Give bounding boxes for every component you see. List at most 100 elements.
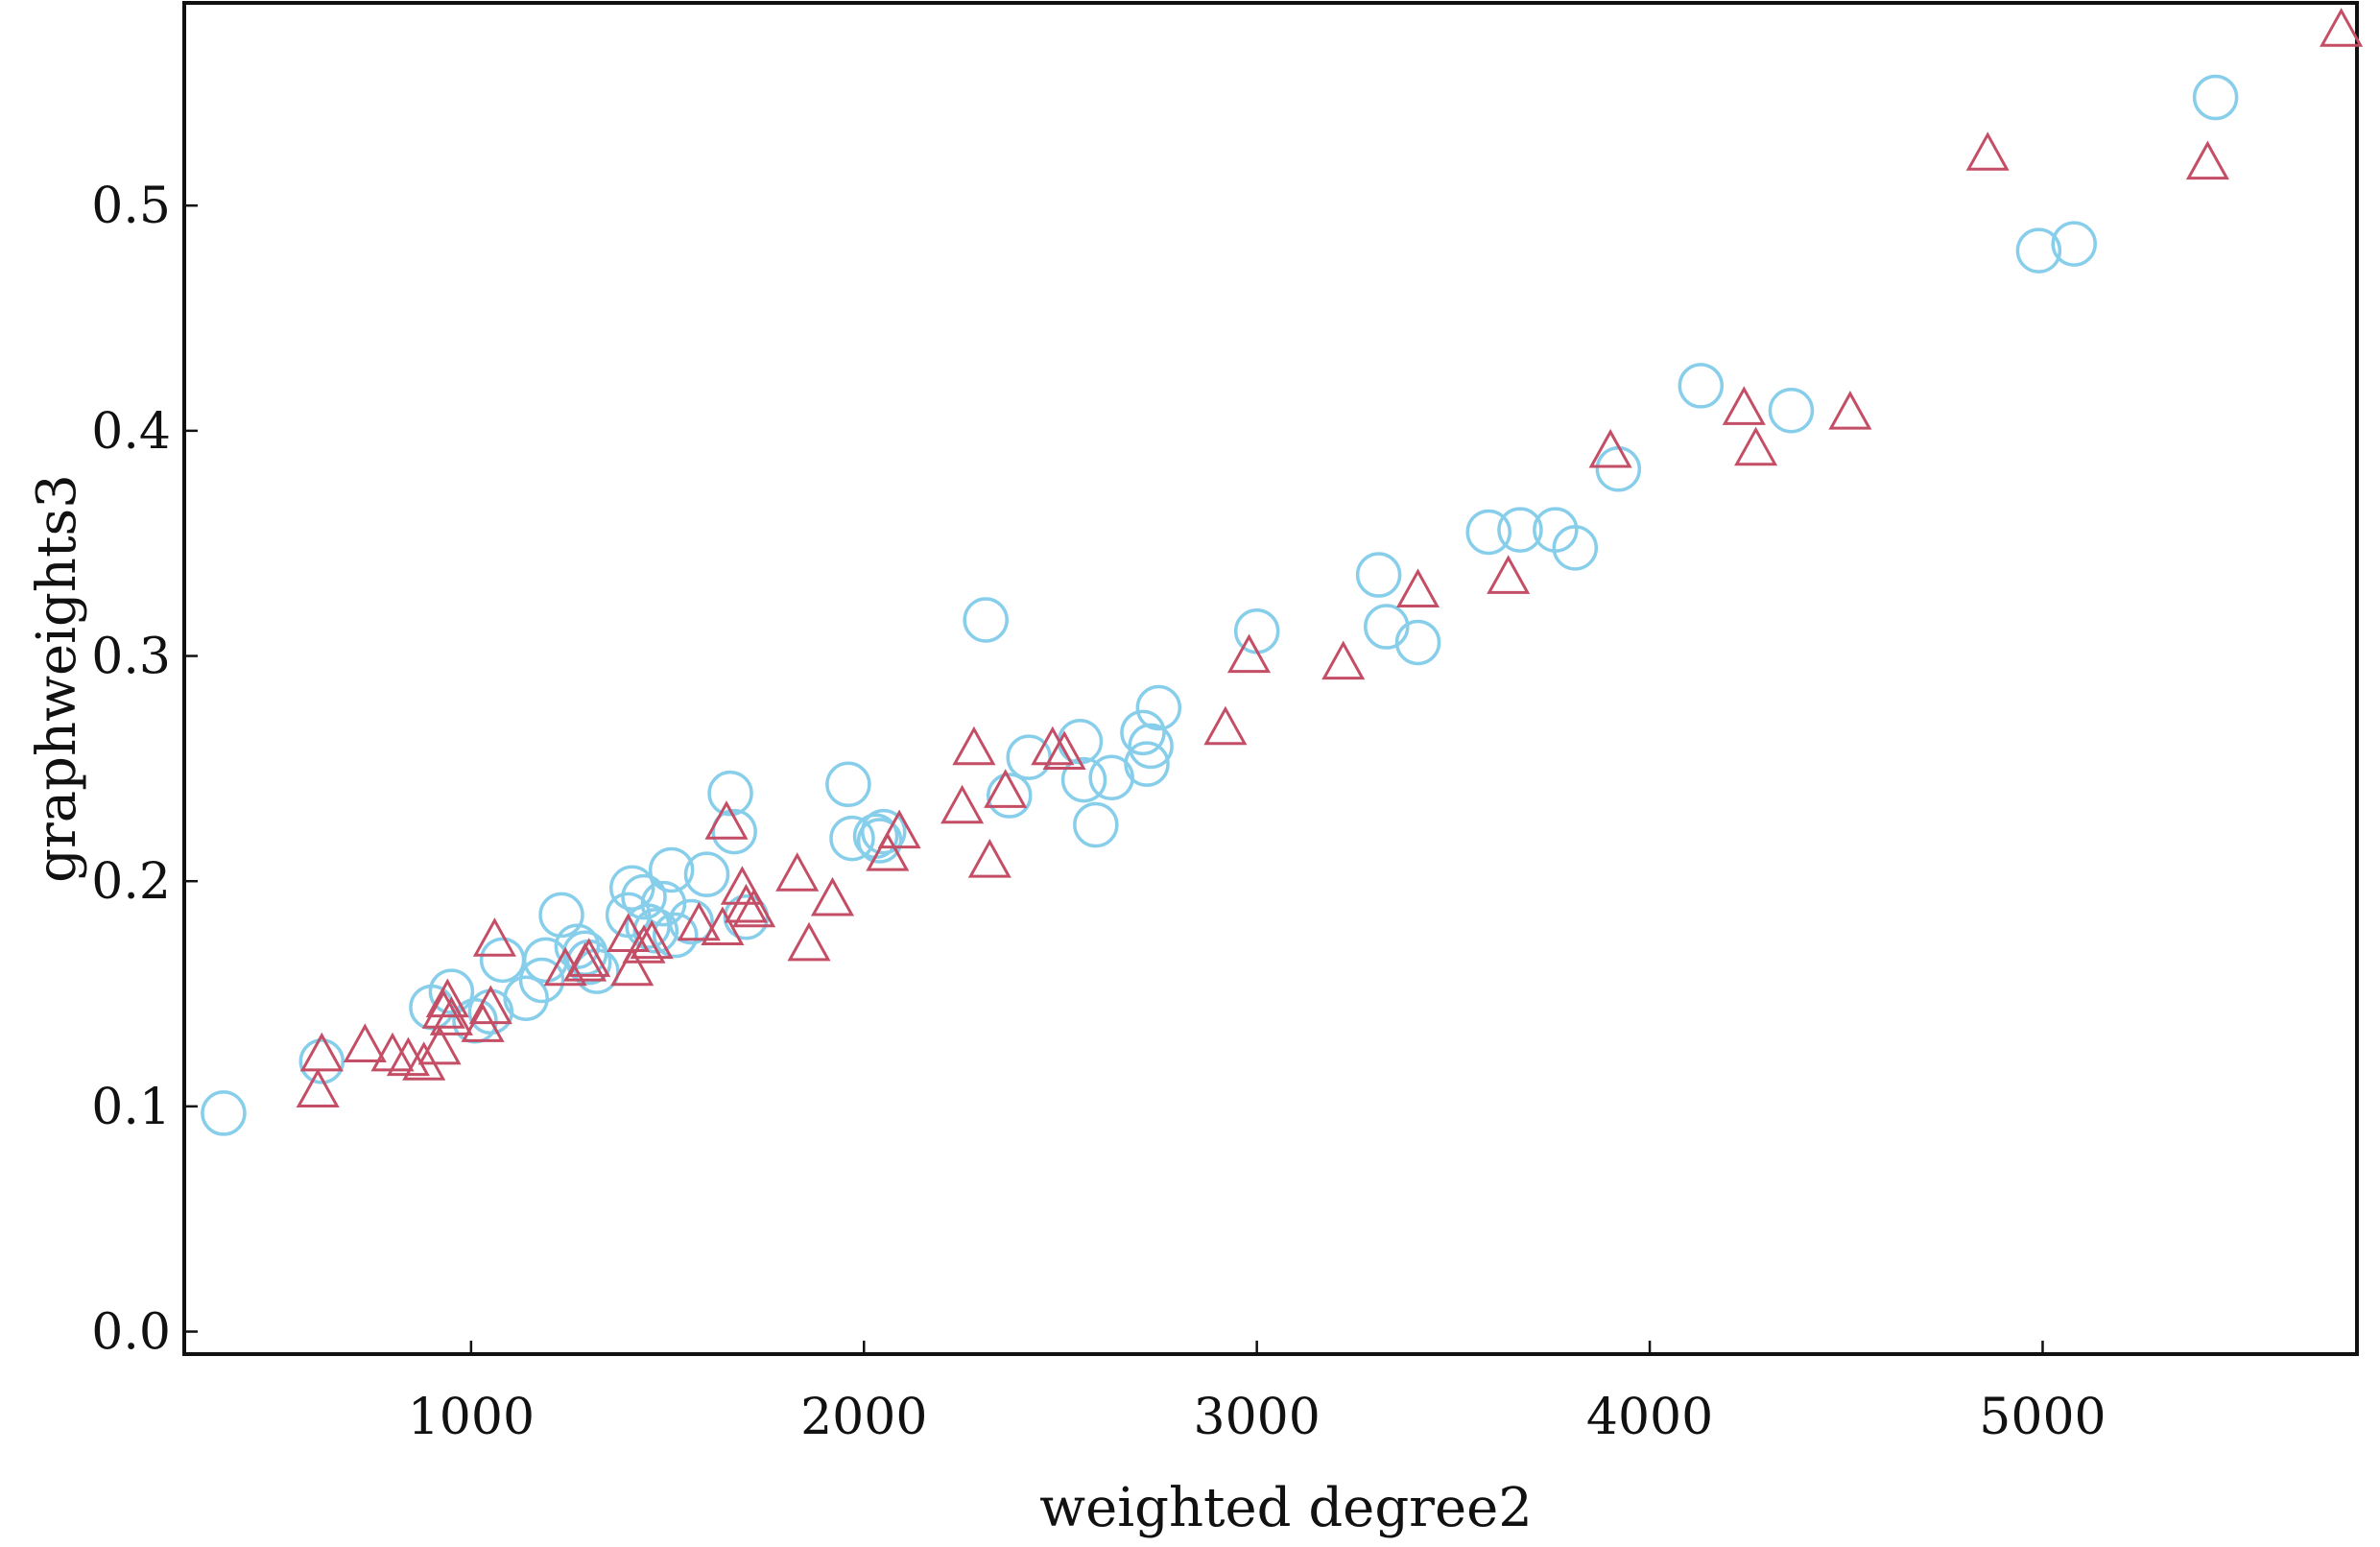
triangle-point [940, 784, 985, 824]
triangle-point [1734, 426, 1778, 466]
triangle-point [732, 888, 776, 928]
circle-point [1364, 604, 1410, 650]
triangle-point [425, 978, 469, 1018]
triangle-point [677, 901, 721, 941]
circle-point [860, 808, 907, 855]
circle-point [201, 1090, 247, 1136]
triangle-point [607, 913, 651, 952]
circle-point [621, 873, 667, 920]
circle-point [1768, 387, 1815, 434]
circle-point [1135, 684, 1182, 731]
triangle-point [296, 1068, 340, 1107]
triangle-point [622, 924, 666, 964]
circle-point [707, 770, 753, 817]
plot-frame [182, 1, 2359, 1356]
triangle-point [299, 1032, 344, 1072]
circle-point [1233, 607, 1280, 654]
y-tick-label: 0.2 [91, 853, 171, 911]
circle-point [632, 908, 679, 954]
x-tick-label: 4000 [1586, 1389, 1713, 1446]
triangle-point [1965, 131, 2010, 171]
circle-point [683, 851, 730, 897]
triangle-point [967, 839, 1012, 878]
triangle-point [1828, 391, 1872, 430]
triangle-point [810, 876, 855, 916]
triangle-point [421, 989, 465, 1029]
circle-point [1060, 756, 1107, 803]
triangle-point [343, 1023, 387, 1062]
circle-point [2051, 221, 2097, 267]
x-axis-label: weighted degree2 [1039, 1477, 1533, 1539]
circle-point [986, 773, 1033, 819]
triangle-point [1588, 428, 1632, 468]
circle-point [428, 968, 475, 1014]
triangle-point [417, 1025, 462, 1065]
triangle-point [704, 800, 749, 840]
circle-point [479, 937, 526, 984]
circle-point [1128, 723, 1174, 770]
circle-point [648, 846, 695, 893]
triangle-point [2185, 140, 2229, 180]
circle-point [538, 892, 584, 939]
circle-point [1355, 552, 1402, 598]
data-points [201, 8, 2364, 1136]
circle-point [653, 912, 699, 959]
triangle-point [787, 921, 831, 962]
circle-point [503, 975, 549, 1021]
y-tick-label: 0.4 [91, 403, 171, 461]
triangle-point [1203, 705, 1248, 746]
triangle-point [984, 769, 1028, 808]
circle-point [1465, 509, 1511, 556]
circle-point [1057, 718, 1104, 765]
circle-point [829, 815, 875, 862]
triangle-point [701, 906, 745, 945]
y-tick-label: 0.5 [91, 178, 171, 235]
triangle-point [952, 726, 996, 766]
triangle-point [402, 1041, 446, 1081]
x-tick-label: 5000 [1979, 1389, 2106, 1446]
triangle-point [877, 809, 921, 849]
circle-point [1124, 741, 1170, 787]
triangle-point [724, 883, 768, 923]
circle-point [2192, 74, 2239, 121]
circle-point [640, 880, 687, 927]
circle-point [608, 865, 655, 911]
triangle-point [720, 866, 764, 905]
triangle-point [567, 938, 611, 977]
y-tick-label: 0.3 [91, 629, 171, 686]
x-axis-ticks: 1000 2000 3000 4000 5000 [408, 1341, 2106, 1446]
y-tick-label: 0.1 [91, 1079, 171, 1136]
triangle-point [472, 917, 516, 957]
circle-point [825, 761, 871, 808]
triangle-point [1487, 555, 1531, 594]
triangle-point [429, 996, 473, 1035]
circle-point [1497, 507, 1543, 553]
circle-point [298, 1038, 345, 1084]
circle-point [963, 597, 1009, 643]
triangle-point [2320, 8, 2364, 47]
series-2 [296, 8, 2364, 1107]
y-tick-label: 0.0 [91, 1304, 171, 1362]
x-tick-label: 2000 [800, 1389, 927, 1446]
circle-point [1120, 709, 1166, 756]
triangle-point [1722, 386, 1766, 425]
x-tick-label: 1000 [408, 1389, 535, 1446]
circle-point [711, 808, 757, 855]
circle-point [1595, 446, 1642, 492]
triangle-point [468, 985, 512, 1025]
triangle-point [1226, 633, 1272, 674]
circle-point [2015, 227, 2062, 274]
triangle-point [1395, 568, 1440, 607]
y-axis-ticks: 0.0 0.1 0.2 0.3 0.4 0.5 [91, 178, 198, 1362]
triangle-point [1031, 726, 1075, 766]
series-1 [201, 74, 2239, 1136]
circle-point [1394, 619, 1441, 666]
circle-point [518, 957, 565, 1004]
circle-point [1073, 801, 1119, 848]
circle-point [1678, 363, 1725, 409]
triangle-point [610, 946, 654, 987]
triangle-point [630, 919, 674, 960]
triangle-point [866, 832, 910, 871]
triangle-point [1321, 640, 1366, 680]
